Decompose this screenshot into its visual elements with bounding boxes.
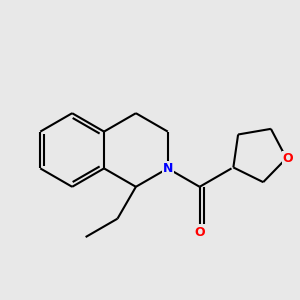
Text: O: O: [194, 226, 205, 239]
Text: N: N: [163, 162, 173, 175]
Text: O: O: [283, 152, 293, 165]
